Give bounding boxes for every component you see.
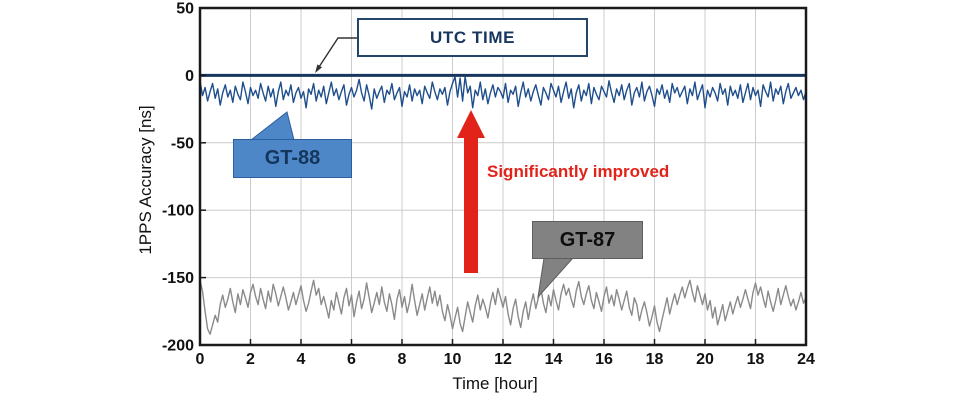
y-tick-label: 0 (185, 68, 194, 85)
gt88-callout-box: GT-88 (233, 139, 352, 178)
x-tick-label: 12 (494, 351, 512, 368)
y-axis-title: 1PPS Accuracy [ns] (136, 105, 155, 255)
y-tick-label: -50 (171, 135, 194, 152)
tick-layer (199, 7, 807, 346)
x-tick-label: 14 (545, 351, 563, 368)
utc-leader-line (318, 37, 357, 68)
y-tick-label: -200 (162, 338, 194, 355)
x-tick-label: 6 (347, 351, 356, 368)
x-axis-title: Time [hour] (452, 374, 538, 393)
utc-time-label-box: UTC TIME (357, 18, 588, 57)
x-tick-label: 8 (398, 351, 407, 368)
utc-time-label: UTC TIME (429, 27, 516, 47)
improvement-arrow-icon (457, 110, 485, 273)
gt88-label: GT-88 (264, 147, 321, 169)
x-tick-label: 16 (595, 351, 613, 368)
improvement-caption: Significantly improved (487, 162, 670, 181)
series-layer (199, 73, 807, 335)
y-tick-label: 50 (176, 1, 194, 18)
utc-leader-arrowhead-icon (315, 64, 322, 73)
series-line-gt-87 (199, 279, 807, 335)
x-tick-label: 24 (797, 351, 815, 368)
x-tick-label: 20 (696, 351, 714, 368)
x-tick-label: 2 (246, 351, 255, 368)
y-tick-label: -150 (162, 270, 194, 287)
x-tick-label: 18 (646, 351, 664, 368)
gt88-callout-tail (249, 111, 295, 141)
series-line-gt-88 (199, 75, 807, 110)
y-tick-label: -100 (162, 203, 194, 220)
gt87-callout-box: GT-87 (532, 221, 643, 259)
x-tick-label: 4 (297, 351, 306, 368)
x-tick-label: 10 (444, 351, 462, 368)
annotation-shapes (249, 37, 575, 299)
x-tick-label: 0 (196, 351, 205, 368)
gt87-label: GT-87 (559, 228, 616, 251)
x-tick-label: 18 (747, 351, 765, 368)
